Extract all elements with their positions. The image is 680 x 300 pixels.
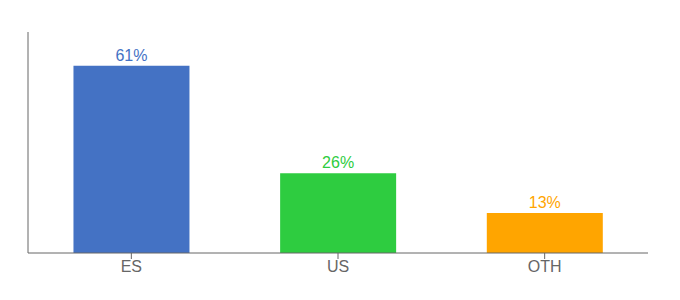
svg-text:26%: 26% [322,154,354,171]
svg-text:OTH: OTH [528,258,562,275]
svg-text:US: US [327,258,349,275]
svg-text:61%: 61% [115,47,147,64]
svg-text:13%: 13% [529,194,561,211]
svg-text:ES: ES [121,258,142,275]
